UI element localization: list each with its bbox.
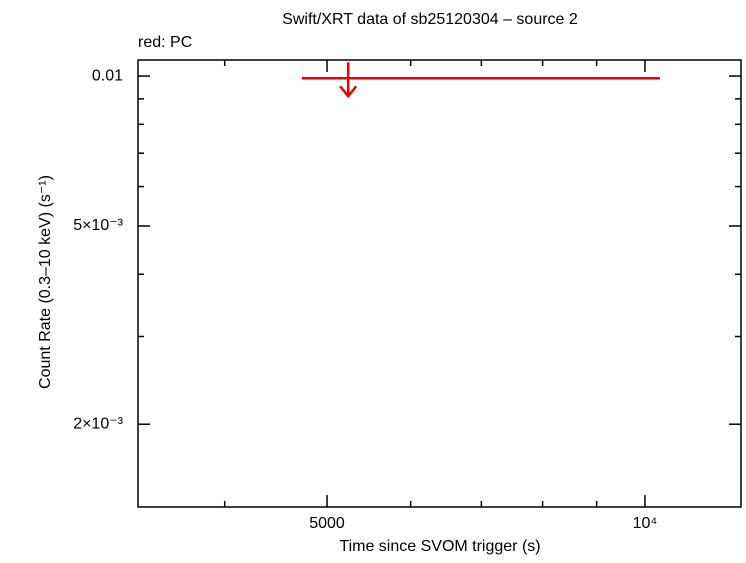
upper-limit-arrow [339,62,358,99]
x-axis-label: Time since SVOM trigger (s) [339,538,540,555]
y-tick-label: 2×10⁻³ [73,415,123,432]
x-tick-label: 5000 [309,515,345,532]
chart-title: Swift/XRT data of sb25120304 – source 2 [282,11,578,28]
y-tick-label: 5×10⁻³ [73,217,123,234]
y-axis-label: Count Rate (0.3–10 keV) (s⁻¹) [37,175,54,389]
y-tick-label: 0.01 [92,67,123,84]
chart-subtitle: red: PC [138,34,192,51]
plot-frame [137,59,742,508]
x-tick-label: 10⁴ [633,515,658,532]
